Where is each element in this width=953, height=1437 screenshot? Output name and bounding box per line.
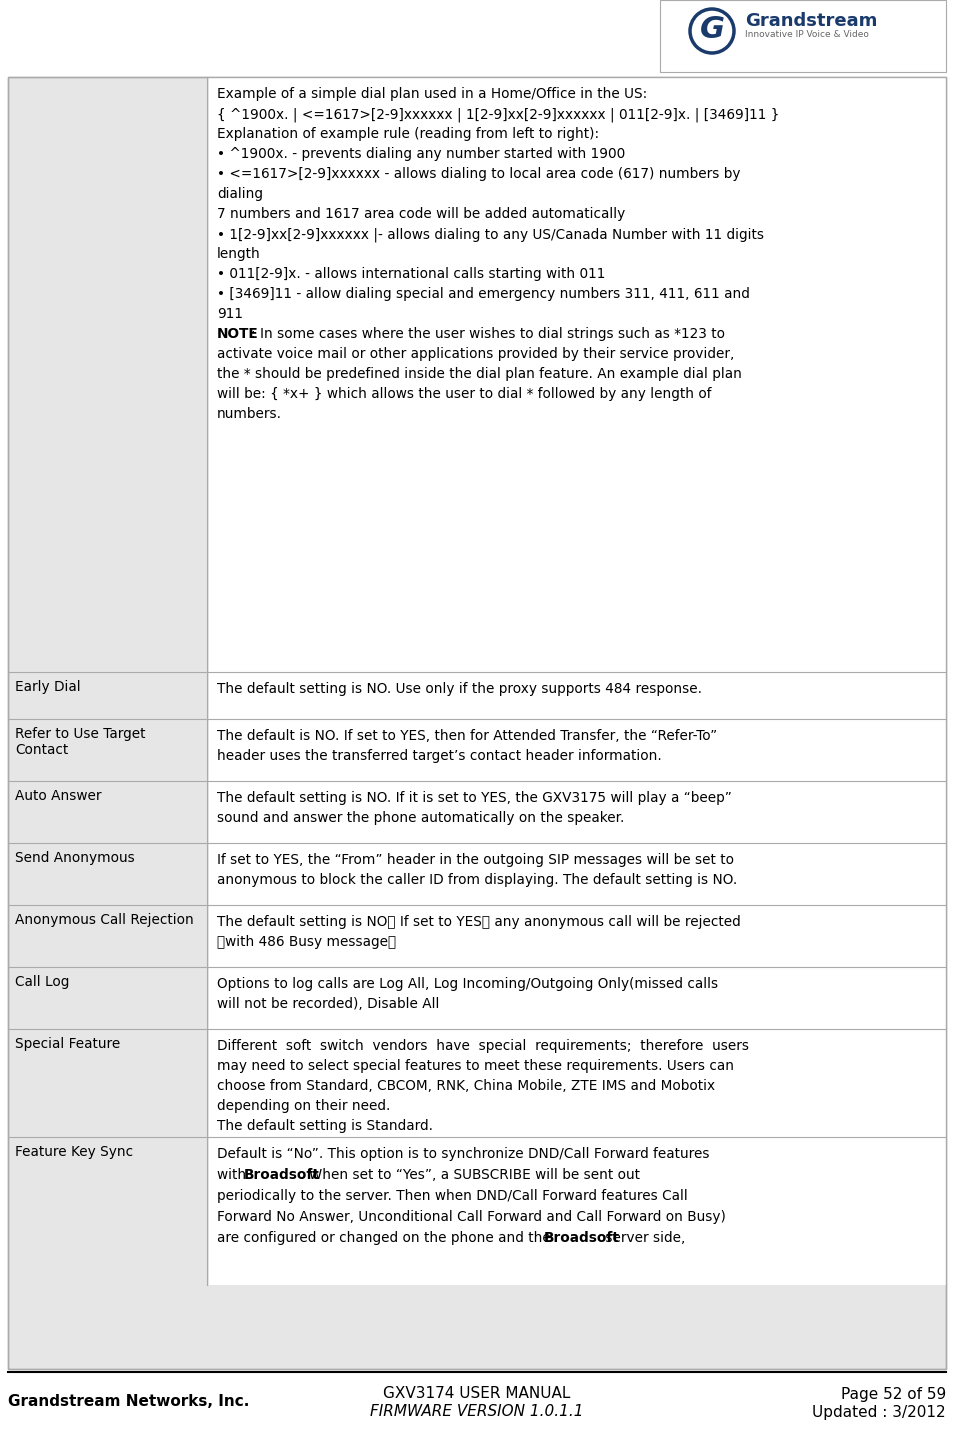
Bar xyxy=(209,905,945,967)
Text: anonymous to block the caller ID from displaying. The default setting is NO.: anonymous to block the caller ID from di… xyxy=(216,874,737,887)
Text: sound and answer the phone automatically on the speaker.: sound and answer the phone automatically… xyxy=(216,810,623,825)
Bar xyxy=(209,718,945,780)
Text: FIRMWARE VERSION 1.0.1.1: FIRMWARE VERSION 1.0.1.1 xyxy=(370,1404,583,1420)
Text: Broadsoft: Broadsoft xyxy=(244,1168,319,1183)
Text: Page 52 of 59: Page 52 of 59 xyxy=(840,1387,945,1401)
Text: choose from Standard, CBCOM, RNK, China Mobile, ZTE IMS and Mobotix: choose from Standard, CBCOM, RNK, China … xyxy=(216,1079,715,1094)
Text: 7 numbers and 1617 area code will be added automatically: 7 numbers and 1617 area code will be add… xyxy=(216,207,624,221)
Text: GXV3174 USER MANUAL: GXV3174 USER MANUAL xyxy=(383,1387,570,1401)
Text: Send Anonymous: Send Anonymous xyxy=(15,851,134,865)
Text: Default is “No”. This option is to synchronize DND/Call Forward features: Default is “No”. This option is to synch… xyxy=(216,1147,709,1161)
Text: G: G xyxy=(699,16,723,45)
Text: the * should be predefined inside the dial plan feature. An example dial plan: the * should be predefined inside the di… xyxy=(216,366,741,381)
Text: Updated : 3/2012: Updated : 3/2012 xyxy=(812,1404,945,1420)
Text: periodically to the server. Then when DND/Call Forward features Call: periodically to the server. Then when DN… xyxy=(216,1188,687,1203)
Bar xyxy=(209,1137,945,1285)
Text: Example of a simple dial plan used in a Home/Office in the US:: Example of a simple dial plan used in a … xyxy=(216,88,646,101)
Text: Early Dial: Early Dial xyxy=(15,680,81,694)
Bar xyxy=(209,1029,945,1137)
Text: Call Log: Call Log xyxy=(15,974,70,989)
Text: Grandstream: Grandstream xyxy=(744,11,877,30)
Text: Explanation of example rule (reading from left to right):: Explanation of example rule (reading fro… xyxy=(216,126,598,141)
Text: Grandstream Networks, Inc.: Grandstream Networks, Inc. xyxy=(8,1394,249,1410)
Text: : In some cases where the user wishes to dial strings such as *123 to: : In some cases where the user wishes to… xyxy=(251,328,724,341)
Text: 911: 911 xyxy=(216,308,243,320)
Bar xyxy=(209,967,945,1029)
Text: with: with xyxy=(216,1168,251,1183)
Text: Options to log calls are Log All, Log Incoming/Outgoing Only(missed calls: Options to log calls are Log All, Log In… xyxy=(216,977,718,992)
Text: If set to YES, the “From” header in the outgoing SIP messages will be set to: If set to YES, the “From” header in the … xyxy=(216,854,733,867)
Bar xyxy=(209,780,945,844)
Bar xyxy=(209,78,945,673)
Text: NOTE: NOTE xyxy=(216,328,258,341)
Text: • 011[2-9]x. - allows international calls starting with 011: • 011[2-9]x. - allows international call… xyxy=(216,267,605,282)
Text: depending on their need.: depending on their need. xyxy=(216,1099,390,1114)
Text: • [3469]11 - allow dialing special and emergency numbers 311, 411, 611 and: • [3469]11 - allow dialing special and e… xyxy=(216,287,749,300)
Text: { ^1900x. | <=1617>[2-9]xxxxxx | 1[2-9]xx[2-9]xxxxxx | 011[2-9]x. | [3469]11 }: { ^1900x. | <=1617>[2-9]xxxxxx | 1[2-9]x… xyxy=(216,106,779,122)
Text: The default setting is NO. Use only if the proxy supports 484 response.: The default setting is NO. Use only if t… xyxy=(216,683,701,696)
Text: The default setting is NO. If it is set to YES, the GXV3175 will play a “beep”: The default setting is NO. If it is set … xyxy=(216,790,731,805)
Bar xyxy=(209,673,945,718)
Bar xyxy=(659,0,945,72)
Text: header uses the transferred target’s contact header information.: header uses the transferred target’s con… xyxy=(216,749,661,763)
Text: • ^1900x. - prevents dialing any number started with 1900: • ^1900x. - prevents dialing any number … xyxy=(216,147,624,161)
Text: （with 486 Busy message）: （with 486 Busy message） xyxy=(216,935,395,948)
Text: length: length xyxy=(216,247,260,262)
Text: will be: { *x+ } which allows the user to dial * followed by any length of: will be: { *x+ } which allows the user t… xyxy=(216,387,711,401)
Text: may need to select special features to meet these requirements. Users can: may need to select special features to m… xyxy=(216,1059,733,1073)
Text: Refer to Use Target
Contact: Refer to Use Target Contact xyxy=(15,727,146,757)
Text: Auto Answer: Auto Answer xyxy=(15,789,101,803)
Text: dialing: dialing xyxy=(216,187,263,201)
Text: Innovative IP Voice & Video: Innovative IP Voice & Video xyxy=(744,30,868,39)
Text: will not be recorded), Disable All: will not be recorded), Disable All xyxy=(216,997,439,1012)
Text: Special Feature: Special Feature xyxy=(15,1038,120,1050)
Circle shape xyxy=(692,11,730,50)
Text: The default setting is Standard.: The default setting is Standard. xyxy=(216,1119,433,1132)
Text: Forward No Answer, Unconditional Call Forward and Call Forward on Busy): Forward No Answer, Unconditional Call Fo… xyxy=(216,1210,725,1224)
Text: Anonymous Call Rejection: Anonymous Call Rejection xyxy=(15,912,193,927)
Bar xyxy=(209,844,945,905)
Text: . When set to “Yes”, a SUBSCRIBE will be sent out: . When set to “Yes”, a SUBSCRIBE will be… xyxy=(299,1168,639,1183)
Bar xyxy=(8,78,945,1369)
Text: server side,: server side, xyxy=(600,1232,684,1244)
Text: Feature Key Sync: Feature Key Sync xyxy=(15,1145,133,1160)
Text: • 1[2-9]xx[2-9]xxxxxx |- allows dialing to any US/Canada Number with 11 digits: • 1[2-9]xx[2-9]xxxxxx |- allows dialing … xyxy=(216,227,763,241)
Text: are configured or changed on the phone and the: are configured or changed on the phone a… xyxy=(216,1232,555,1244)
Bar xyxy=(8,78,945,1369)
Text: numbers.: numbers. xyxy=(216,407,282,421)
Text: • <=1617>[2-9]xxxxxx - allows dialing to local area code (617) numbers by: • <=1617>[2-9]xxxxxx - allows dialing to… xyxy=(216,167,740,181)
Text: The default setting is NO； If set to YES， any anonymous call will be rejected: The default setting is NO； If set to YES… xyxy=(216,915,740,928)
Text: activate voice mail or other applications provided by their service provider,: activate voice mail or other application… xyxy=(216,346,734,361)
Text: Broadsoft: Broadsoft xyxy=(543,1232,619,1244)
Text: Different  soft  switch  vendors  have  special  requirements;  therefore  users: Different soft switch vendors have speci… xyxy=(216,1039,748,1053)
Text: The default is NO. If set to YES, then for Attended Transfer, the “Refer-To”: The default is NO. If set to YES, then f… xyxy=(216,729,717,743)
